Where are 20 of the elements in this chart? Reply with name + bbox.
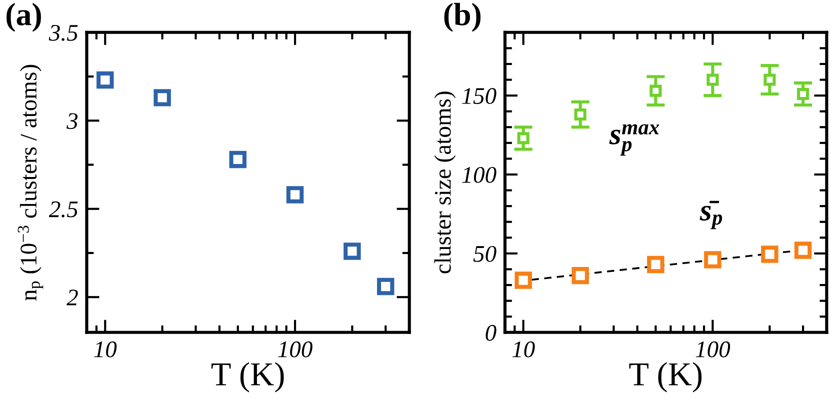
chart-title: (a) [6, 2, 41, 32]
y-tick-label: 3.5 [48, 24, 78, 41]
series-label: s$^{max}$$_{p}$ [609, 124, 660, 156]
y-tick-label: 50 [473, 246, 496, 262]
y-tick-label: 150 [462, 88, 496, 104]
y-axis-title: n$_{p}$ (10$^{−3}$ clusters / atoms) [18, 64, 44, 301]
x-tick-label: 10 [512, 341, 535, 358]
y-tick-label: 100 [462, 166, 496, 183]
x-axis-title: T (K) [629, 362, 702, 392]
y-tick-label: 2 [66, 290, 78, 306]
y-axis-title: cluster size (atoms) [434, 92, 456, 274]
y-tick-label: 3 [66, 113, 78, 130]
y-tick-label: 0 [486, 324, 496, 341]
chart-title: (b) [444, 2, 481, 32]
x-tick-label: 10 [94, 341, 117, 358]
series-label: s̄$_{p}$ [700, 200, 722, 230]
x-tick-label: 100 [696, 341, 730, 358]
x-tick-label: 100 [278, 341, 312, 358]
y-tick-label: 2.5 [48, 201, 78, 218]
x-axis-title: T (K) [211, 362, 284, 392]
